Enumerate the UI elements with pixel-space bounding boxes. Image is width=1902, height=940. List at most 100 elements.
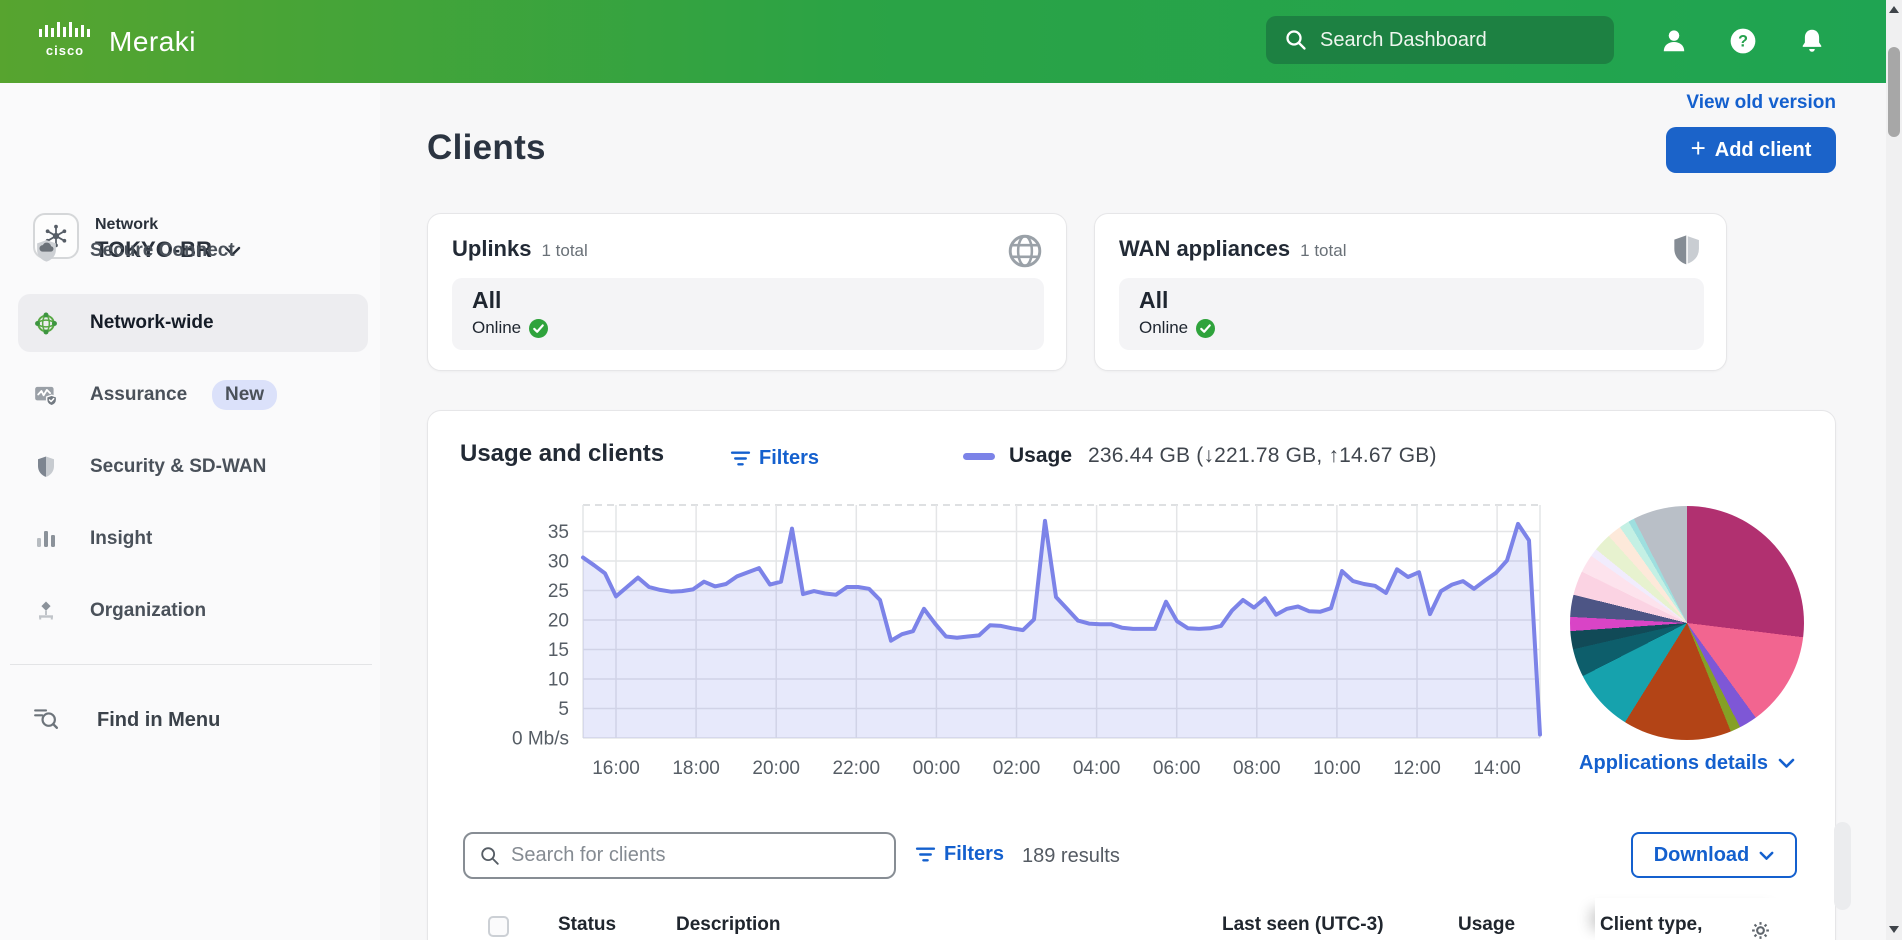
chevron-down-icon: [1778, 758, 1795, 769]
column-header-status[interactable]: Status: [558, 914, 617, 935]
uplinks-scope: All: [472, 287, 502, 313]
column-header-client-type[interactable]: Client type,: [1600, 914, 1703, 935]
plus-icon: +: [1690, 133, 1706, 163]
download-button[interactable]: Download: [1631, 832, 1797, 878]
find-in-menu[interactable]: Find in Menu: [18, 696, 368, 744]
svg-text:30: 30: [548, 552, 569, 573]
sidebar-item-network-wide[interactable]: Network-wide: [18, 294, 368, 352]
online-check-icon: [529, 318, 549, 338]
sidebar: Network TOKYO-BR Secure Connect: [0, 83, 380, 940]
gear-icon[interactable]: [1750, 920, 1771, 940]
client-filters-button[interactable]: Filters: [915, 843, 1004, 866]
usage-section-title: Usage and clients: [460, 440, 665, 467]
usage-legend-swatch: [963, 452, 995, 460]
sidebar-item-insight[interactable]: Insight: [18, 510, 368, 568]
applications-pie-chart[interactable]: [1570, 506, 1804, 740]
svg-text:20: 20: [548, 611, 569, 632]
search-icon: [481, 846, 499, 865]
sidebar-item-security-sdwan[interactable]: Security & SD-WAN: [18, 438, 368, 496]
page-title: Clients: [427, 128, 546, 167]
dashboard-search[interactable]: Search Dashboard: [1266, 16, 1614, 64]
meraki-wordmark: Meraki: [109, 26, 197, 57]
globe-icon[interactable]: [1006, 232, 1044, 270]
online-check-icon: [1196, 318, 1216, 338]
svg-text:02:00: 02:00: [993, 758, 1041, 779]
svg-text:25: 25: [548, 581, 569, 602]
applications-details-link[interactable]: Applications details: [1567, 752, 1807, 775]
sidebar-divider: [10, 664, 372, 665]
svg-text:22:00: 22:00: [833, 758, 881, 779]
add-client-button[interactable]: + Add client: [1666, 127, 1836, 173]
svg-text:12:00: 12:00: [1393, 758, 1441, 779]
network-label: Network: [95, 216, 159, 233]
wan-card-total: 1 total: [1300, 241, 1347, 260]
cisco-wordmark: cisco: [45, 43, 85, 58]
filter-icon: [915, 847, 936, 862]
wan-card-title: WAN appliances: [1119, 236, 1291, 261]
wan-status: Online: [1139, 318, 1189, 337]
scrollbar-thumb[interactable]: [1888, 47, 1900, 137]
client-search: [463, 832, 896, 879]
user-icon[interactable]: [1660, 27, 1688, 55]
wan-shield-icon[interactable]: [1668, 232, 1706, 270]
wan-status-tile[interactable]: All Online: [1119, 278, 1704, 350]
organization-icon: [33, 598, 59, 624]
cisco-bars-icon: [39, 22, 90, 37]
column-header-description[interactable]: Description: [676, 914, 781, 935]
column-header-last-seen[interactable]: Last seen (UTC-3): [1222, 914, 1384, 935]
uplinks-card-title: Uplinks: [452, 236, 532, 261]
notifications-icon[interactable]: [1798, 27, 1826, 55]
scrollbar-down-arrow-icon[interactable]: [1889, 926, 1899, 933]
search-icon: [1286, 30, 1306, 50]
svg-text:5: 5: [558, 699, 569, 720]
sidebar-item-secure-connect[interactable]: Secure Connect: [18, 222, 368, 280]
select-all-checkbox[interactable]: [488, 916, 509, 937]
view-old-version-link[interactable]: View old version: [1686, 92, 1836, 113]
sidebar-item-organization[interactable]: Organization: [18, 582, 368, 640]
usage-legend: Usage 236.44 GB (↓221.78 GB, ↑14.67 GB): [963, 444, 1437, 468]
chevron-down-icon: [224, 246, 241, 256]
table-scrollbar-thumb[interactable]: [1834, 822, 1851, 910]
cisco-meraki-logo[interactable]: cisco Meraki: [39, 22, 196, 58]
sidebar-item-assurance[interactable]: Assurance New: [18, 366, 368, 424]
new-badge: New: [212, 380, 278, 410]
scrollbar-up-arrow-icon[interactable]: [1889, 6, 1899, 13]
find-in-menu-icon: [33, 705, 59, 736]
column-header-usage[interactable]: Usage: [1458, 914, 1516, 935]
usage-line-chart: 35 30 25 20 15 10 5 0 Mb/s 16:00 18:00 20:00 22:00 0…: [512, 504, 1542, 779]
svg-text:10:00: 10:00: [1313, 758, 1361, 779]
svg-text:0 Mb/s: 0 Mb/s: [512, 729, 569, 750]
svg-text:20:00: 20:00: [752, 758, 800, 779]
help-icon[interactable]: ?: [1729, 27, 1757, 55]
svg-text:35: 35: [548, 522, 569, 543]
results-count: 189 results: [1022, 845, 1120, 867]
assurance-icon: [33, 382, 59, 408]
svg-text:04:00: 04:00: [1073, 758, 1121, 779]
svg-text:08:00: 08:00: [1233, 758, 1281, 779]
svg-text:18:00: 18:00: [672, 758, 720, 779]
svg-text:06:00: 06:00: [1153, 758, 1201, 779]
dashboard-search-placeholder: Search Dashboard: [1320, 28, 1487, 51]
uplinks-status-tile[interactable]: All Online: [452, 278, 1044, 350]
wan-appliances-card: WAN appliances 1 total All Online: [1094, 213, 1727, 371]
svg-text:15: 15: [548, 640, 569, 661]
client-search-input[interactable]: [511, 844, 871, 867]
uplinks-status: Online: [472, 318, 522, 337]
uplinks-card-total: 1 total: [541, 241, 588, 260]
usage-legend-label: Usage: [1009, 444, 1073, 467]
window-scrollbar[interactable]: [1886, 0, 1902, 940]
svg-text:16:00: 16:00: [592, 758, 640, 779]
network-dropdown[interactable]: TOKYO-BR: [95, 237, 241, 263]
svg-text:00:00: 00:00: [913, 758, 961, 779]
usage-legend-value: 236.44 GB (↓221.78 GB, ↑14.67 GB): [1088, 444, 1437, 467]
wan-scope: All: [1139, 287, 1169, 313]
svg-text:?: ?: [1738, 33, 1748, 51]
insight-icon: [33, 526, 59, 552]
security-sdwan-icon: [33, 454, 59, 480]
top-navbar: cisco Meraki Search Dashboard ?: [0, 0, 1886, 83]
svg-text:14:00: 14:00: [1473, 758, 1521, 779]
secure-connect-icon: [33, 238, 59, 264]
usage-filters-button[interactable]: Filters: [730, 447, 819, 470]
uplinks-card: Uplinks 1 total All Online: [427, 213, 1067, 371]
